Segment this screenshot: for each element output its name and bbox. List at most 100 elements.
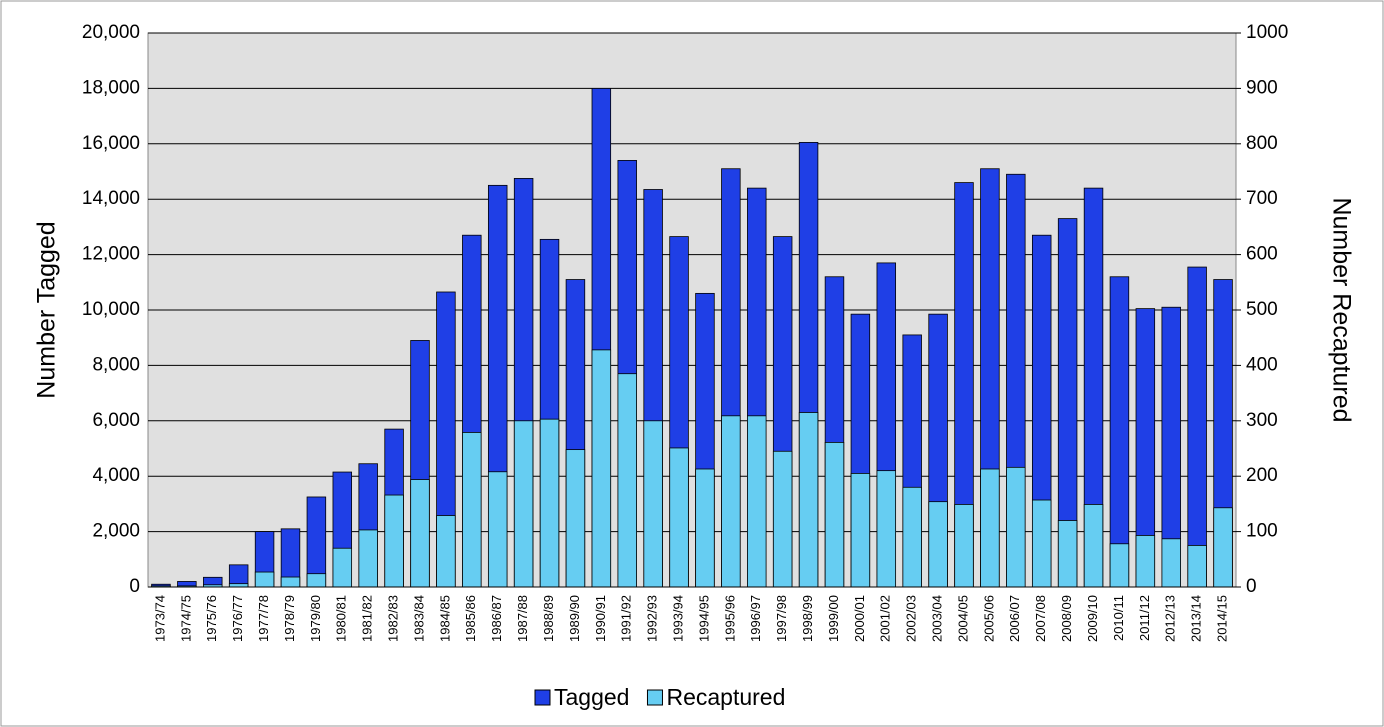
x-tick-label: 1974/75 <box>178 595 193 642</box>
legend-label: Recaptured <box>666 684 785 710</box>
bar <box>332 547 353 588</box>
bar <box>669 447 689 588</box>
bar <box>462 432 482 588</box>
bar <box>643 420 663 588</box>
bar <box>410 479 430 588</box>
bar <box>436 515 456 588</box>
y-tick-label: 12,000 <box>82 244 140 265</box>
bar <box>1135 535 1156 588</box>
bar <box>617 373 637 588</box>
x-tick-label: 1989/90 <box>567 595 582 642</box>
bar <box>721 415 741 588</box>
x-tick-label: 1988/89 <box>541 595 556 642</box>
bar <box>876 470 897 588</box>
x-tick-label: 1991/92 <box>619 595 634 642</box>
y-tick-label: 16,000 <box>82 133 140 154</box>
bar <box>1187 266 1207 588</box>
legend-swatch <box>646 689 663 706</box>
bar <box>902 486 922 588</box>
x-tick-label: 1980/81 <box>334 595 349 642</box>
bar <box>1109 276 1130 588</box>
bar <box>539 418 560 588</box>
x-tick-label: 1987/88 <box>515 595 530 642</box>
x-tick-label: 2000/01 <box>852 595 867 642</box>
x-tick-label: 2012/13 <box>1163 595 1178 642</box>
x-tick-label: 1998/99 <box>800 595 815 642</box>
x-tick-label: 2007/08 <box>1033 595 1048 642</box>
x-tick-label: 2011/12 <box>1137 595 1152 641</box>
bar <box>695 468 715 588</box>
bar <box>1006 466 1026 588</box>
bar <box>1057 520 1078 588</box>
x-tick-label: 1976/77 <box>230 595 245 642</box>
x-tick-label: 2014/15 <box>1214 595 1229 642</box>
y2-tick-label: 0 <box>1246 576 1257 597</box>
bar <box>850 473 871 588</box>
bar <box>1161 538 1181 588</box>
y2-axis-title: Number Recaptured <box>1327 197 1355 422</box>
x-tick-label: 2009/10 <box>1085 595 1100 642</box>
legend-label: Tagged <box>554 684 629 710</box>
bar <box>565 449 586 588</box>
y2-tick-label: 600 <box>1246 244 1278 265</box>
x-tick-label: 2001/02 <box>878 595 893 642</box>
y-tick-label: 14,000 <box>82 188 140 209</box>
x-tick-label: 1994/95 <box>696 595 711 642</box>
x-tick-label: 1986/87 <box>489 595 504 642</box>
x-tick-label: 1983/84 <box>411 595 426 642</box>
x-tick-label: 1992/93 <box>645 595 660 642</box>
y-tick-label: 2,000 <box>92 521 140 542</box>
legend-swatch <box>534 689 551 706</box>
bar <box>980 468 1000 588</box>
x-tick-label: 1981/82 <box>360 595 375 642</box>
x-tick-label: 1999/00 <box>826 595 841 642</box>
x-tick-label: 2004/05 <box>955 595 970 642</box>
x-tick-label: 2006/07 <box>1007 595 1022 642</box>
x-tick-label: 1996/97 <box>748 595 763 642</box>
x-tick-label: 1977/78 <box>256 595 271 642</box>
x-tick-label: 2003/04 <box>930 595 945 642</box>
bar <box>358 529 378 588</box>
y2-tick-label: 800 <box>1246 133 1278 154</box>
x-tick-label: 1979/80 <box>308 595 323 642</box>
bar <box>513 420 534 588</box>
y-tick-label: 18,000 <box>82 77 140 98</box>
y2-tick-label: 400 <box>1246 354 1278 375</box>
bar <box>954 504 974 588</box>
bar <box>1109 543 1130 588</box>
bar <box>824 442 845 588</box>
y2-tick-label: 500 <box>1246 299 1278 320</box>
y2-tick-label: 1000 <box>1246 22 1288 43</box>
bar <box>1031 499 1052 588</box>
y-tick-label: 20,000 <box>82 22 140 43</box>
bar <box>1213 507 1233 588</box>
x-tick-label: 1978/79 <box>282 595 297 642</box>
x-tick-label: 2013/14 <box>1189 595 1204 642</box>
bar <box>928 501 948 588</box>
bar <box>798 412 819 588</box>
y-tick-label: 6,000 <box>92 410 140 431</box>
bar <box>384 494 404 588</box>
y-tick-label: 0 <box>129 576 140 597</box>
x-tick-label: 1997/98 <box>774 595 789 642</box>
bar <box>306 573 327 588</box>
x-tick-label: 2010/11 <box>1111 595 1126 641</box>
y2-tick-label: 700 <box>1246 188 1278 209</box>
bar <box>1187 545 1207 588</box>
x-tick-label: 2008/09 <box>1059 595 1074 642</box>
y2-tick-label: 200 <box>1246 465 1278 486</box>
y2-tick-label: 300 <box>1246 410 1278 431</box>
bar <box>772 450 793 588</box>
y-tick-label: 8,000 <box>92 354 140 375</box>
y-tick-label: 10,000 <box>82 299 140 320</box>
bar <box>591 349 612 588</box>
x-tick-label: 1984/85 <box>437 595 452 642</box>
x-tick-label: 1993/94 <box>670 595 685 642</box>
x-tick-label: 1975/76 <box>204 595 219 642</box>
y-tick-label: 4,000 <box>92 465 140 486</box>
bar <box>487 471 508 588</box>
bar <box>1083 504 1104 588</box>
bar <box>747 415 767 588</box>
x-tick-label: 1990/91 <box>593 595 608 642</box>
